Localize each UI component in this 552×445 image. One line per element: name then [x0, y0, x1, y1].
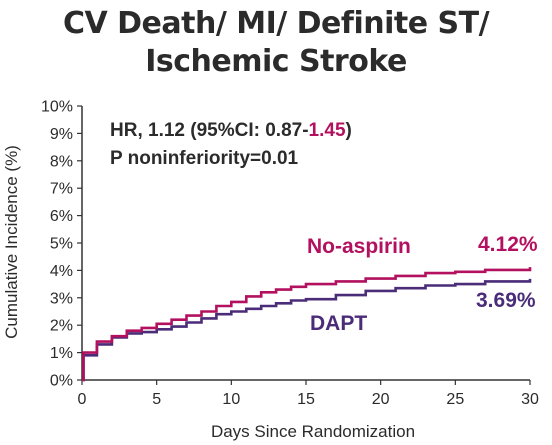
chart-title-line-2: Ischemic Stroke [145, 44, 407, 79]
x-tick-label: 15 [297, 391, 315, 408]
x-tick-label: 0 [78, 391, 87, 408]
x-tick-label: 30 [521, 391, 539, 408]
series-label-dapt: DAPT [310, 312, 367, 335]
y-tick-label: 8% [50, 153, 73, 170]
y-tick-label: 6% [50, 208, 73, 225]
y-tick-label: 3% [50, 290, 73, 307]
series-line-dapt [82, 278, 532, 382]
x-tick-label: 20 [372, 391, 390, 408]
y-tick-label: 5% [50, 236, 73, 253]
x-axis-title: Days Since Randomization [211, 422, 415, 441]
x-tick-label: 25 [446, 391, 464, 408]
hr-suffix: ) [346, 120, 352, 141]
x-tick-label: 10 [222, 391, 240, 408]
hazard-ratio-annotation: HR, 1.12 (95%CI: 0.87-1.45) [110, 120, 352, 141]
y-tick-label: 7% [50, 181, 73, 198]
y-axis-title: Cumulative Incidence (%) [2, 145, 21, 339]
series-label-no-aspirin: No-aspirin [307, 235, 411, 258]
hr-upper-ci: 1.45 [309, 120, 346, 141]
y-tick-label: 0% [50, 373, 73, 390]
end-value-no-aspirin: 4.12% [478, 233, 538, 256]
y-tick-label: 2% [50, 318, 73, 335]
x-tick-label: 5 [152, 391, 161, 408]
y-tick-label: 10% [41, 99, 73, 116]
axes: 0% 1% 2% 3% 4% 5% 6% 7% 8% 9% 10% 0 5 10 15 20 25 30 [41, 99, 539, 409]
end-value-dapt: 3.69% [476, 289, 536, 312]
y-tick-label: 9% [50, 126, 73, 143]
chart-title-line-1: CV Death/ MI/ Definite ST/ [62, 6, 490, 41]
hr-prefix: HR, 1.12 (95%CI: 0.87- [110, 120, 309, 141]
y-tick-label: 4% [50, 263, 73, 280]
y-tick-label: 1% [50, 345, 73, 362]
p-value-annotation: P noninferiority=0.01 [110, 148, 299, 169]
series-layer [82, 267, 532, 382]
series-line-no-aspirin [82, 267, 532, 382]
